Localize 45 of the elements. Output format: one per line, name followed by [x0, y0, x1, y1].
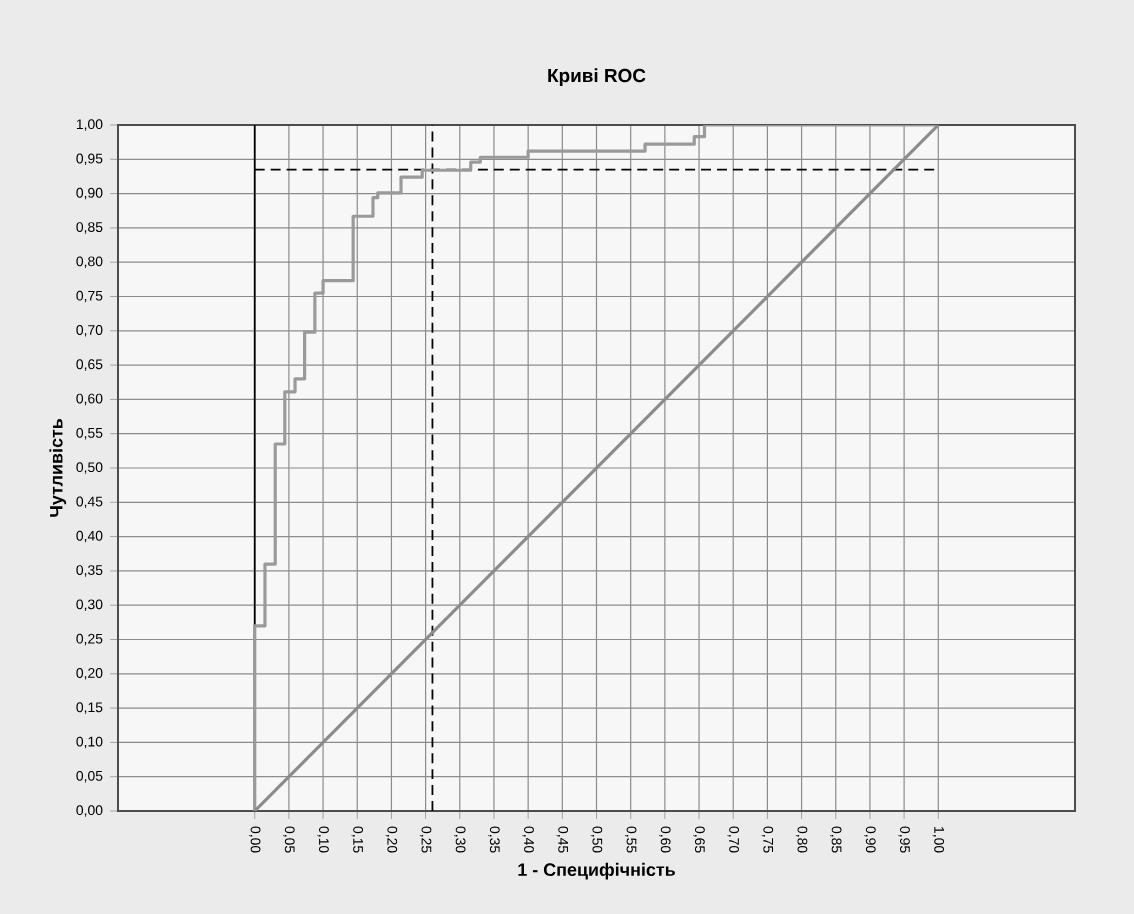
x-tick-label: 0,95 [898, 826, 910, 853]
y-tick-label: 0,60 [76, 393, 103, 406]
y-tick-label: 0,55 [76, 427, 103, 440]
y-tick-label: 0,25 [76, 633, 103, 646]
y-tick-label: 0,70 [76, 325, 103, 337]
y-tick-label: 0,30 [76, 599, 103, 611]
x-tick-label: 0,55 [624, 826, 637, 853]
y-tick-label: 0,65 [76, 359, 103, 371]
y-tick-label: 0,90 [76, 187, 103, 200]
y-tick-label: 0,50 [76, 462, 103, 474]
x-tick-label: 0,00 [248, 826, 261, 853]
x-tick-label: 0,65 [693, 826, 705, 853]
x-tick-label: 0,80 [795, 826, 808, 853]
y-tick-label: 0,05 [76, 770, 103, 783]
x-tick-label: 0,25 [419, 826, 432, 853]
y-tick-label: 0,85 [76, 222, 103, 234]
x-tick-label: 0,15 [351, 826, 363, 853]
x-tick-label: 0,85 [830, 826, 842, 853]
x-tick-label: 0,05 [283, 826, 295, 853]
y-tick-label: 0,00 [76, 805, 103, 817]
x-tick-label: 0,70 [727, 826, 739, 853]
x-tick-label: 0,20 [385, 826, 398, 853]
y-tick-label: 0,40 [76, 530, 103, 543]
x-tick-label: 0,45 [556, 826, 569, 853]
y-tick-label: 1,00 [76, 119, 103, 131]
x-tick-label: 0,75 [761, 826, 774, 853]
y-tick-label: 0,80 [76, 256, 103, 268]
y-tick-label: 0,10 [76, 736, 103, 749]
y-axis-title: Чутливість [49, 418, 67, 517]
x-tick-label: 0,10 [317, 826, 329, 853]
y-tick-label: 0,15 [76, 702, 103, 714]
y-tick-label: 0,35 [76, 565, 103, 577]
x-tick-label: 1,00 [932, 827, 945, 853]
chart-title: Криві ROC [548, 68, 646, 87]
y-tick-label: 0,75 [76, 290, 103, 303]
x-tick-label: 0,30 [454, 826, 466, 853]
x-tick-label: 0,50 [590, 826, 603, 853]
x-tick-label: 0,60 [659, 826, 671, 853]
y-tick-label: 0,20 [76, 668, 103, 680]
x-axis-title: 1 - Специфічність [518, 862, 675, 880]
x-tick-label: 0,35 [488, 826, 500, 853]
y-tick-label: 0,45 [76, 496, 103, 509]
x-tick-label: 0,40 [522, 826, 534, 853]
y-tick-label: 0,95 [76, 153, 103, 166]
x-tick-label: 0,90 [864, 826, 876, 853]
